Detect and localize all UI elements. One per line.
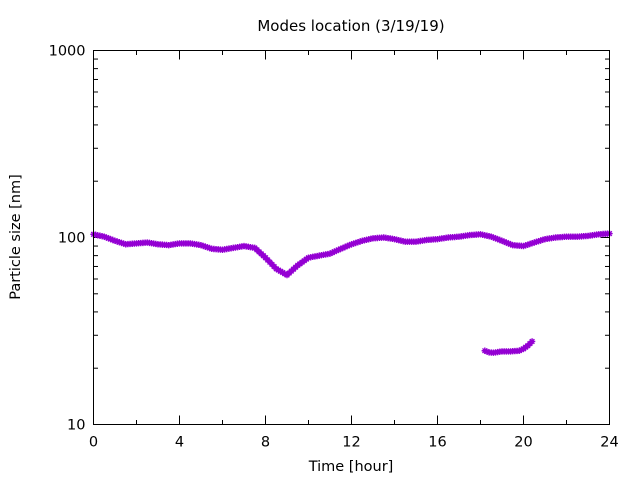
data-point [488,233,495,240]
y-tick-label: 100 [58,231,86,247]
data-point [326,250,334,257]
plot-frame [93,50,610,425]
data-point [204,244,211,251]
x-tick-label: 0 [89,435,98,451]
x-tick-label: 4 [175,435,184,451]
data-point [505,240,512,247]
data-point [481,347,488,354]
x-axis-label: Time [hour] [308,459,394,475]
data-point [507,241,514,248]
x-tick-label: 24 [600,435,618,451]
data-point [492,235,499,242]
data-point [500,238,508,245]
data-point [333,247,340,254]
y-tick-label: 10 [67,418,85,434]
y-axis-label: Particle size [nm] [8,174,24,300]
y-tick-label: 1000 [49,44,86,60]
data-point [516,347,523,354]
data-point [522,242,529,249]
data-point [105,235,112,242]
data-point [344,242,351,250]
data-point [341,243,349,251]
data-point [109,236,117,244]
data-point [339,244,347,252]
data-point [101,233,108,240]
x-tick-label: 8 [261,435,270,451]
x-tick-label: 16 [428,435,446,451]
data-point [346,241,353,249]
data-point [518,346,525,353]
data-point [490,234,497,241]
axis-ticks [93,50,610,425]
data-point [206,244,213,252]
data-point [483,348,491,355]
data-point [337,245,344,253]
data-point [202,243,209,250]
data-point [526,240,534,248]
data-point [528,240,536,247]
data-points [90,230,613,356]
data-point [494,235,501,243]
data-point [528,338,536,345]
data-point [498,237,506,245]
data-point [331,248,338,255]
data-point [496,236,504,244]
data-point [107,235,114,243]
chart-title: Modes location (3/19/19) [257,17,444,35]
data-point [103,234,110,241]
axis-tick-labels: 0 4 8 12 16 20 24 10 100 1000 [49,44,619,451]
data-point [199,242,207,250]
data-point [503,239,510,246]
x-tick-label: 12 [342,435,360,451]
data-point [520,242,527,250]
data-point [328,249,336,256]
data-point [197,241,205,249]
data-point [524,241,531,248]
data-point [335,246,342,253]
x-tick-label: 20 [514,435,532,451]
